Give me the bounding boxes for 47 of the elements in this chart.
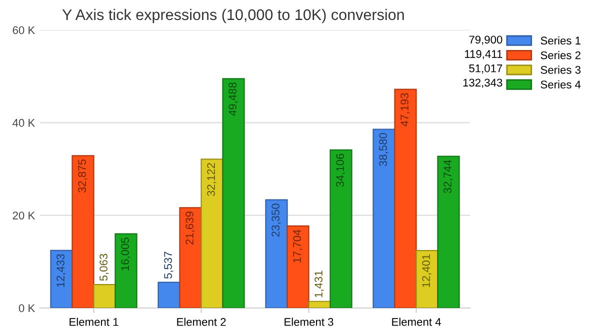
legend-label: Series 3: [540, 66, 581, 74]
data-label: 5,063: [100, 254, 109, 281]
legend-label: Series 1: [540, 36, 580, 45]
bar: [372, 128, 396, 308]
legend-label: Series 2: [540, 51, 580, 60]
data-label: 47,193: [400, 93, 410, 126]
x-tick-label: Element 4: [392, 318, 441, 326]
bar: [114, 233, 138, 308]
annotation: 79,900: [469, 36, 502, 45]
y-tick-label: 0 K: [18, 304, 36, 312]
data-label: 38,580: [379, 133, 388, 166]
data-label: 1,431: [314, 270, 324, 298]
x-tick-label: Element 2: [177, 318, 226, 326]
bar: [265, 199, 288, 308]
bar: [222, 78, 245, 308]
bar: [308, 300, 331, 308]
data-label: 16,005: [121, 238, 130, 270]
bar: [72, 155, 94, 308]
chart-title: Y Axis tick expressions (10,000 to 10K) conversion: [62, 8, 404, 24]
bar: [179, 207, 202, 308]
data-label: 21,639: [186, 212, 195, 244]
bar: [437, 156, 460, 308]
x-tick-label: Element 1: [70, 318, 118, 326]
data-label: 5,537: [164, 252, 174, 279]
data-label: 23,350: [272, 204, 281, 237]
bar: [394, 88, 417, 308]
bar: [158, 282, 180, 308]
data-label: 32,122: [207, 163, 216, 196]
data-label: 34,106: [336, 154, 346, 187]
data-label: 32,744: [444, 160, 453, 194]
bar: [200, 158, 224, 308]
data-label: 17,704: [293, 230, 302, 262]
annotation: 51,017: [469, 64, 502, 74]
legend-label: Series 4: [540, 80, 581, 88]
annotation: 119,411: [464, 50, 502, 60]
data-label: 32,875: [78, 159, 88, 193]
data-label: 49,488: [228, 82, 238, 116]
y-tick-label: 60 K: [12, 26, 36, 34]
bar: [330, 149, 352, 308]
annotation: 132,343: [463, 78, 502, 88]
y-tick-label: 40 K: [12, 118, 36, 127]
data-label: 12,433: [56, 254, 66, 287]
bar: [93, 284, 116, 308]
y-tick-label: 20 K: [12, 212, 36, 220]
x-tick-label: Element 3: [284, 318, 334, 326]
data-label: 12,401: [422, 254, 432, 288]
bar: [286, 225, 310, 308]
